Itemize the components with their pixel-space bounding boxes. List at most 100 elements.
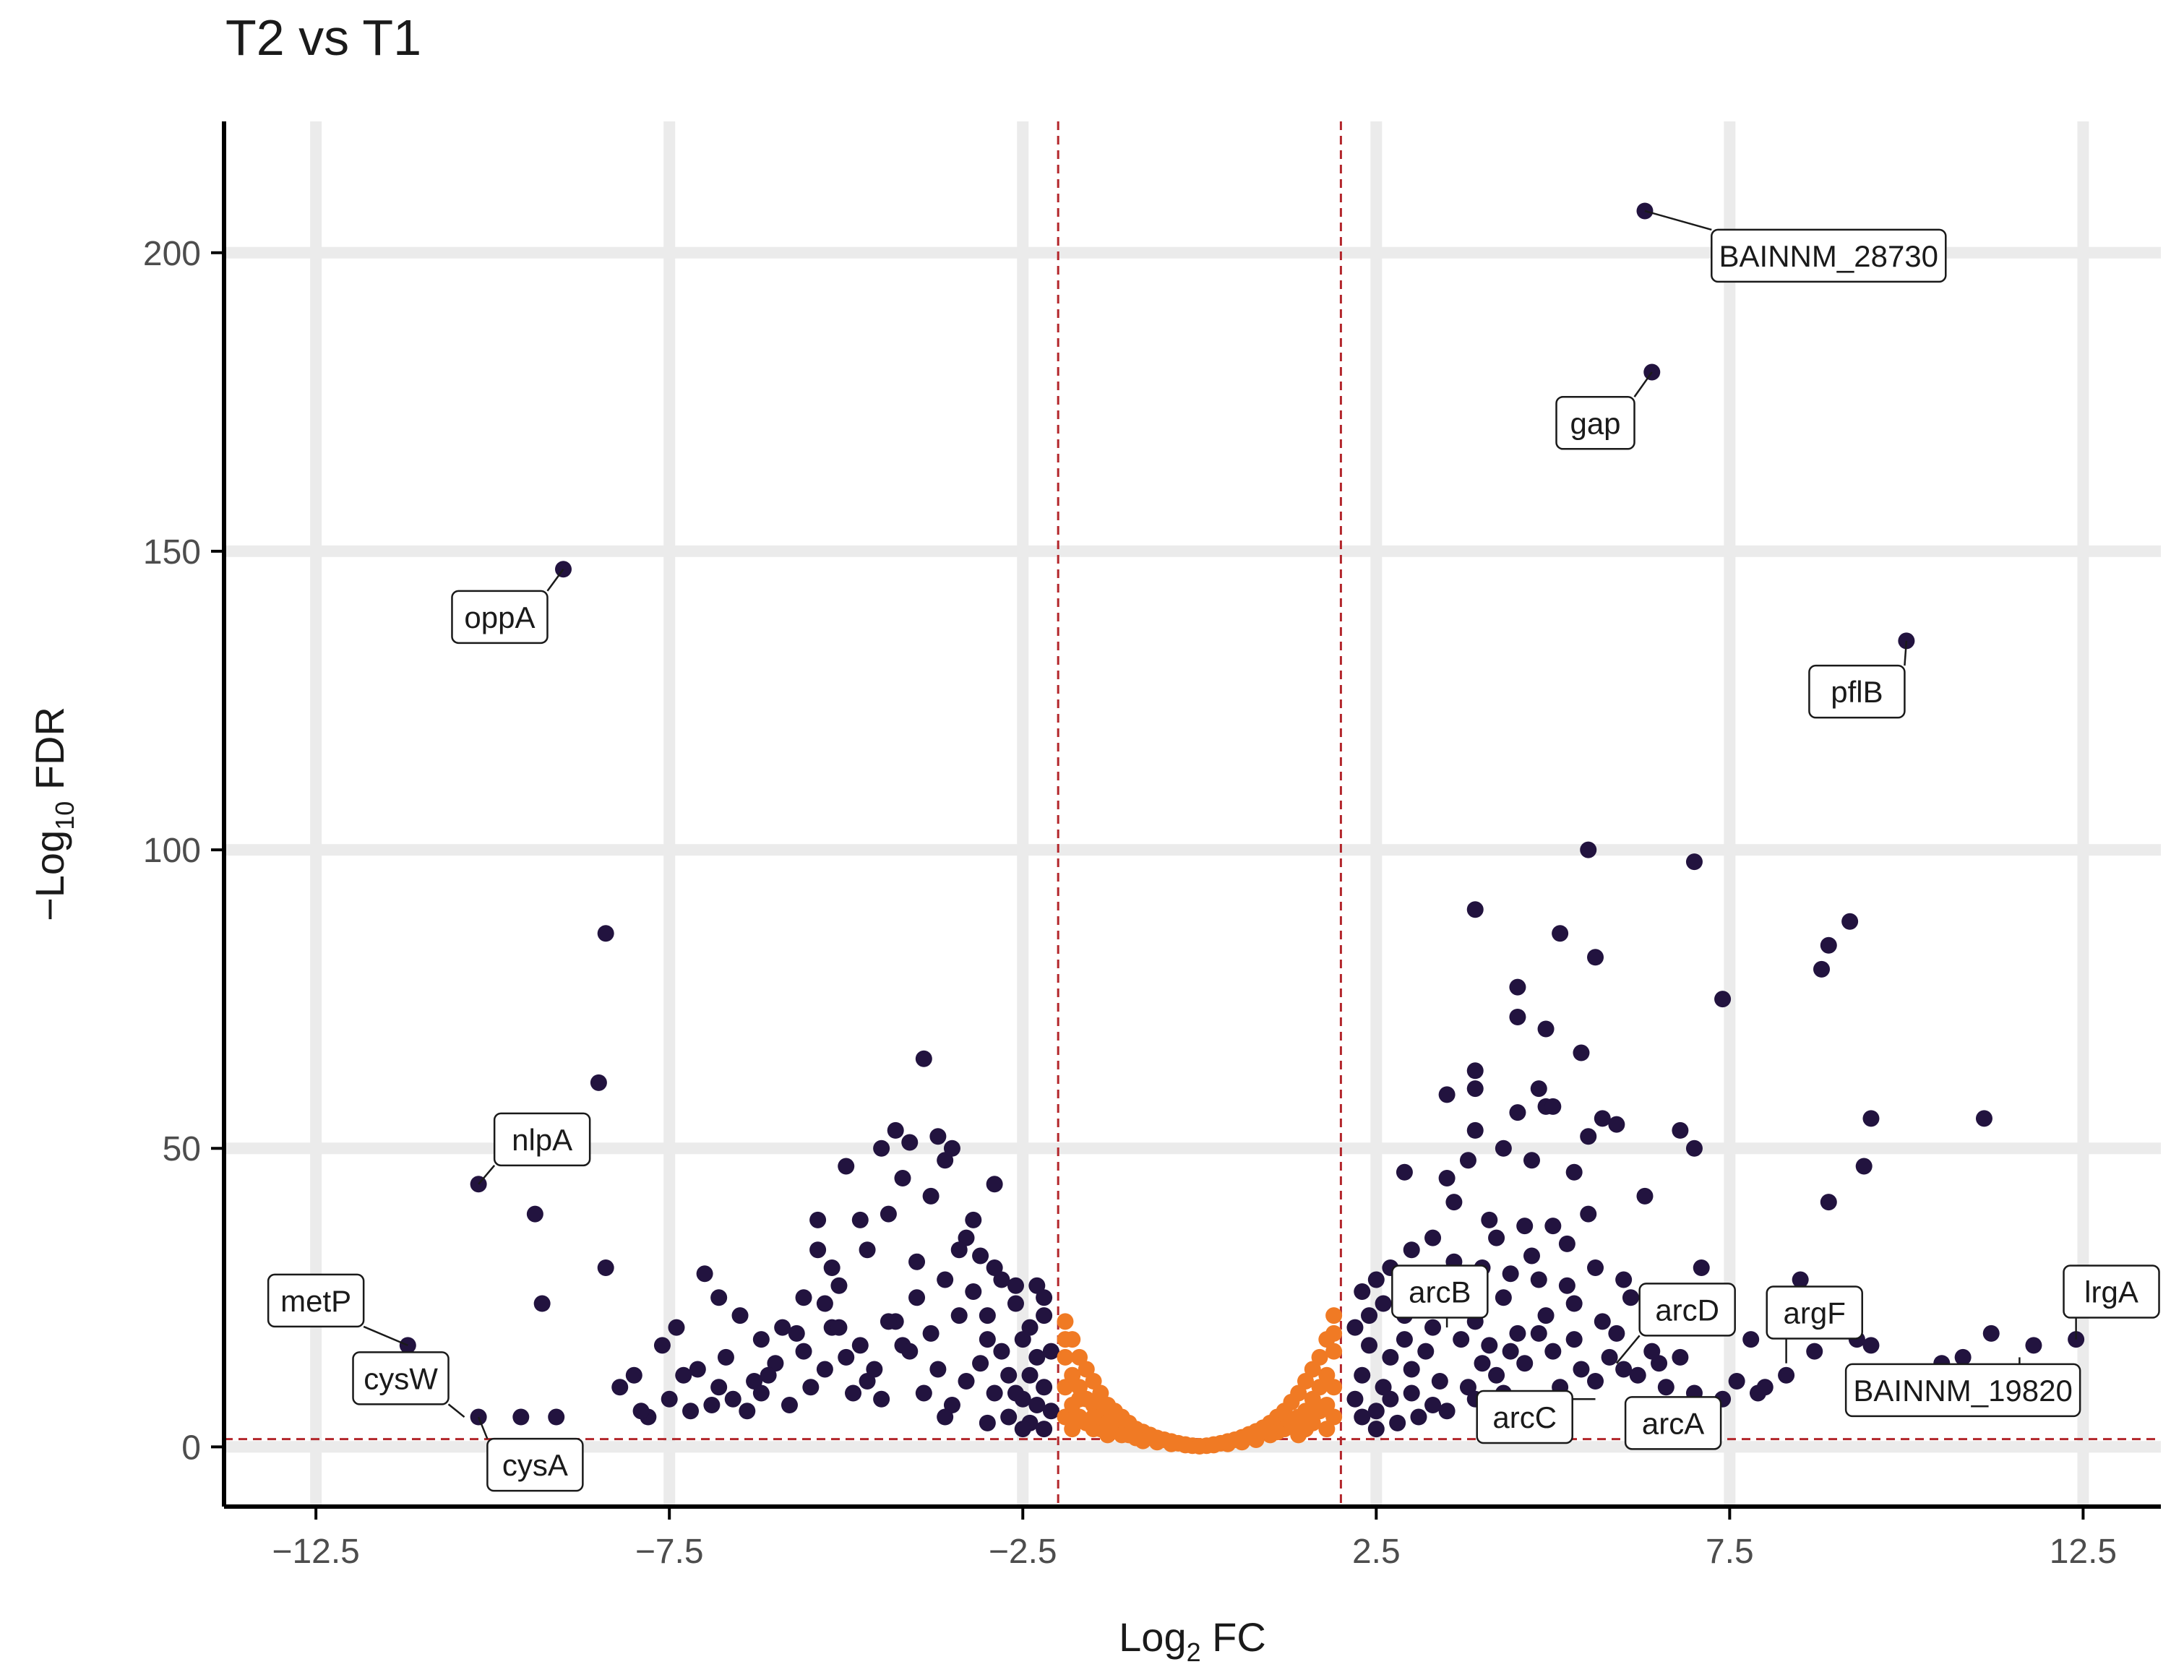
y-tick-label: 50 [163, 1130, 201, 1168]
point-label: oppA [464, 600, 535, 634]
significant-point [1495, 1289, 1512, 1306]
not-significant-point [1247, 1431, 1265, 1448]
significant-point [1007, 1277, 1024, 1294]
significant-point [1403, 1361, 1420, 1378]
x-axis-title: Log2 FC [1119, 1614, 1266, 1667]
significant-point [752, 1331, 770, 1348]
label-leader-line [546, 568, 564, 592]
significant-point [965, 1283, 982, 1301]
significant-point [1424, 1229, 1442, 1246]
not-significant-point [1078, 1361, 1095, 1378]
x-tick-label: −12.5 [272, 1533, 359, 1571]
x-tick-label: 12.5 [2050, 1533, 2117, 1571]
significant-point [1855, 1158, 1873, 1175]
significant-point [972, 1247, 989, 1265]
significant-point [675, 1366, 692, 1384]
not-significant-point [1064, 1366, 1081, 1384]
significant-point [1466, 1062, 1484, 1080]
significant-point [1424, 1397, 1442, 1414]
not-significant-point [1085, 1372, 1102, 1390]
significant-point [1714, 991, 1732, 1008]
point-label: cysW [364, 1361, 438, 1395]
significant-point [1565, 1331, 1583, 1348]
significant-point [1509, 978, 1526, 996]
not-significant-point [1085, 1408, 1102, 1426]
significant-point [1474, 1355, 1491, 1372]
significant-point [1573, 1044, 1590, 1061]
significant-point [1000, 1408, 1018, 1426]
significant-point [731, 1307, 749, 1324]
point-label: argF [1784, 1296, 1846, 1330]
significant-point [1509, 1104, 1526, 1121]
significant-point [632, 1403, 650, 1420]
significant-point [823, 1259, 841, 1276]
x-tick-label: 2.5 [1352, 1533, 1401, 1571]
point-label: lrgA [2084, 1275, 2138, 1309]
point-label: BAINNM_28730 [1719, 239, 1939, 273]
significant-point [1346, 1319, 1364, 1336]
not-significant-point [1064, 1421, 1081, 1438]
label-box [1555, 396, 1635, 450]
significant-point [1042, 1343, 1059, 1360]
point-label: pflB [1831, 675, 1883, 709]
significant-point [1693, 1259, 1710, 1276]
significant-point [809, 1211, 827, 1228]
label-leader-line [1615, 1335, 1641, 1364]
significant-point [1742, 1331, 1760, 1348]
significant-point [915, 1050, 932, 1067]
significant-point [908, 1289, 926, 1306]
not-significant-point [1318, 1366, 1336, 1384]
significant-point [1367, 1271, 1385, 1288]
significant-point [1601, 1348, 1618, 1366]
grid-layer [224, 121, 2161, 1507]
point-label: arcC [1492, 1400, 1557, 1434]
point-layer [399, 202, 2085, 1455]
point-label: arcD [1655, 1293, 1719, 1327]
significant-point [986, 1259, 1003, 1276]
label-leader-line [1633, 371, 1653, 398]
significant-point [1028, 1277, 1046, 1294]
not-significant-point [1325, 1324, 1343, 1342]
significant-point [1007, 1295, 1024, 1312]
significant-point [1488, 1366, 1505, 1384]
label-leader-line [447, 1403, 465, 1418]
significant-point [887, 1121, 904, 1139]
significant-point [717, 1348, 734, 1366]
significant-point [1587, 1259, 1604, 1276]
significant-point [1558, 1277, 1575, 1294]
significant-point [668, 1319, 685, 1336]
significant-point [1672, 1121, 1689, 1139]
chart-title: T2 vs T1 [225, 9, 422, 66]
significant-point [1565, 1163, 1583, 1181]
significant-point [1367, 1421, 1385, 1438]
significant-point [880, 1205, 897, 1223]
significant-point [724, 1390, 741, 1408]
not-significant-point [1092, 1384, 1109, 1402]
point-label: BAINNM_19820 [1853, 1374, 2073, 1408]
significant-point [1021, 1319, 1039, 1336]
significant-point [816, 1361, 833, 1378]
not-significant-point [1148, 1434, 1166, 1451]
label-box [1808, 664, 1906, 719]
not-significant-point [1135, 1432, 1152, 1449]
significant-point [901, 1343, 919, 1360]
significant-point [937, 1152, 954, 1169]
significant-point [943, 1397, 960, 1414]
significant-point [611, 1379, 629, 1396]
label-box [267, 1273, 365, 1328]
x-tick-label: −2.5 [989, 1533, 1057, 1571]
not-significant-point [1290, 1426, 1307, 1444]
significant-point [1573, 1361, 1590, 1378]
significant-point [859, 1372, 876, 1390]
significant-point [851, 1337, 869, 1354]
label-box [352, 1351, 450, 1405]
significant-point [2025, 1337, 2042, 1354]
x-tick-label: 7.5 [1706, 1533, 1754, 1571]
point-label: nlpA [512, 1123, 572, 1157]
significant-point [1453, 1331, 1470, 1348]
not-significant-point [1304, 1361, 1321, 1378]
significant-point [1594, 1110, 1611, 1127]
not-significant-point [1325, 1379, 1343, 1396]
not-significant-point [1297, 1403, 1314, 1420]
